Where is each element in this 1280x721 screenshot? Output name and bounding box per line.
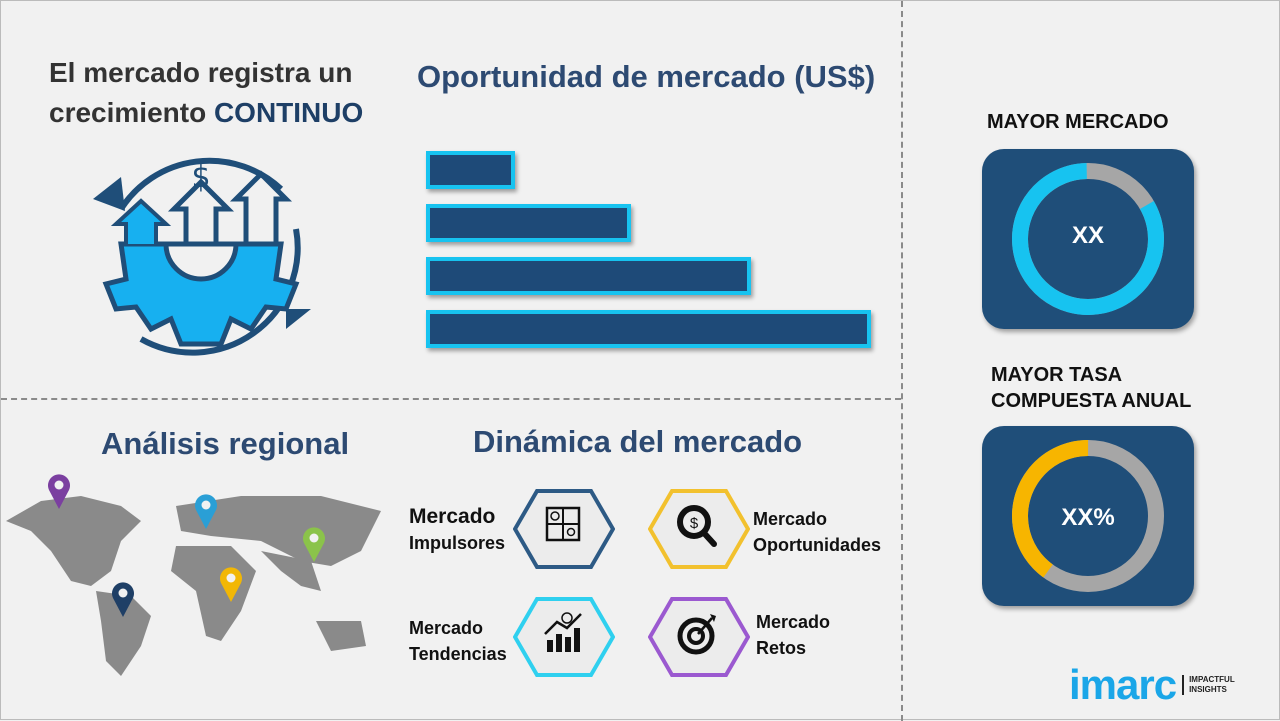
largest-market-donut [1012, 163, 1164, 315]
world-map [6, 496, 381, 676]
largest-market-card: XX [982, 149, 1194, 329]
location-pin-icon [220, 567, 242, 602]
dynamics-label-line2: Tendencias [409, 644, 507, 664]
location-pin-icon [303, 527, 325, 562]
highest-cagr-title: MAYOR TASA COMPUESTA ANUAL [991, 362, 1191, 414]
growth-chart-icon [544, 612, 582, 652]
hexagon-target-icon [648, 597, 750, 677]
opportunity-bar [426, 204, 631, 242]
growth-gear-icon: $ [93, 157, 311, 356]
highest-cagr-title-line2: COMPUESTA ANUAL [991, 390, 1192, 412]
headline: El mercado registra un crecimiento CONTI… [49, 53, 363, 133]
hexagon-growth-chart-icon [513, 597, 615, 677]
svg-text:$: $ [191, 160, 210, 195]
highest-cagr-value: XX% [1061, 504, 1115, 531]
headline-highlight: CONTINUO [213, 97, 364, 128]
dynamics-label: Mercado Oportunidades [753, 506, 881, 558]
highest-cagr-donut [1012, 440, 1164, 592]
dynamics-label-line2: Impulsores [409, 533, 506, 553]
hexagon-dollar-search-icon: $ [648, 489, 750, 569]
logo-tagline1: IMPACTFUL [1189, 675, 1235, 684]
opportunity-title: Oportunidad de mercado (US$) [417, 59, 876, 94]
headline-line2: crecimiento [49, 97, 214, 128]
dynamics-title: Dinámica del mercado [473, 424, 803, 459]
highest-cagr-card: XX% [982, 426, 1194, 606]
dollar-search-icon: $ [677, 505, 717, 547]
puzzle-icon [545, 506, 581, 542]
dynamics-label-line1: Mercado [756, 612, 831, 632]
dynamics-label-line1: Mercado [753, 509, 828, 529]
location-pin-icon [112, 582, 134, 617]
vertical-divider [901, 1, 903, 721]
largest-market-title: MAYOR MERCADO [987, 111, 1169, 133]
svg-text:$: $ [690, 515, 699, 532]
horizontal-divider [1, 398, 901, 400]
target-icon [677, 614, 716, 655]
logo-brand: imarc [1069, 661, 1177, 708]
regional-title: Análisis regional [101, 426, 350, 461]
imarc-logo: imarc IMPACTFUL INSIGHTS [1069, 661, 1235, 709]
opportunity-bar [426, 257, 751, 295]
logo-tagline2: INSIGHTS [1189, 685, 1227, 694]
opportunity-bar [426, 310, 871, 348]
donut-share [1012, 163, 1164, 315]
dynamics-label-line2: Oportunidades [753, 535, 882, 555]
largest-market-value: XX [1071, 222, 1104, 249]
dynamics-label: Mercado Tendencias [409, 615, 507, 667]
location-pin-icon [48, 474, 70, 509]
dynamics-label-line1: Mercado [409, 618, 484, 638]
location-pin-icon [195, 494, 217, 529]
headline-line1: El mercado registra un [49, 57, 353, 88]
opportunity-bar [426, 151, 515, 189]
dynamics-label-line2: Retos [756, 638, 807, 658]
dynamics-label: Mercado Impulsores [409, 504, 505, 556]
highest-cagr-title-line1: MAYOR TASA [991, 364, 1123, 386]
dynamics-label: Mercado Retos [756, 609, 830, 661]
dynamics-label-line1: Mercado [409, 505, 496, 528]
hexagon-puzzle-icon [513, 489, 615, 569]
